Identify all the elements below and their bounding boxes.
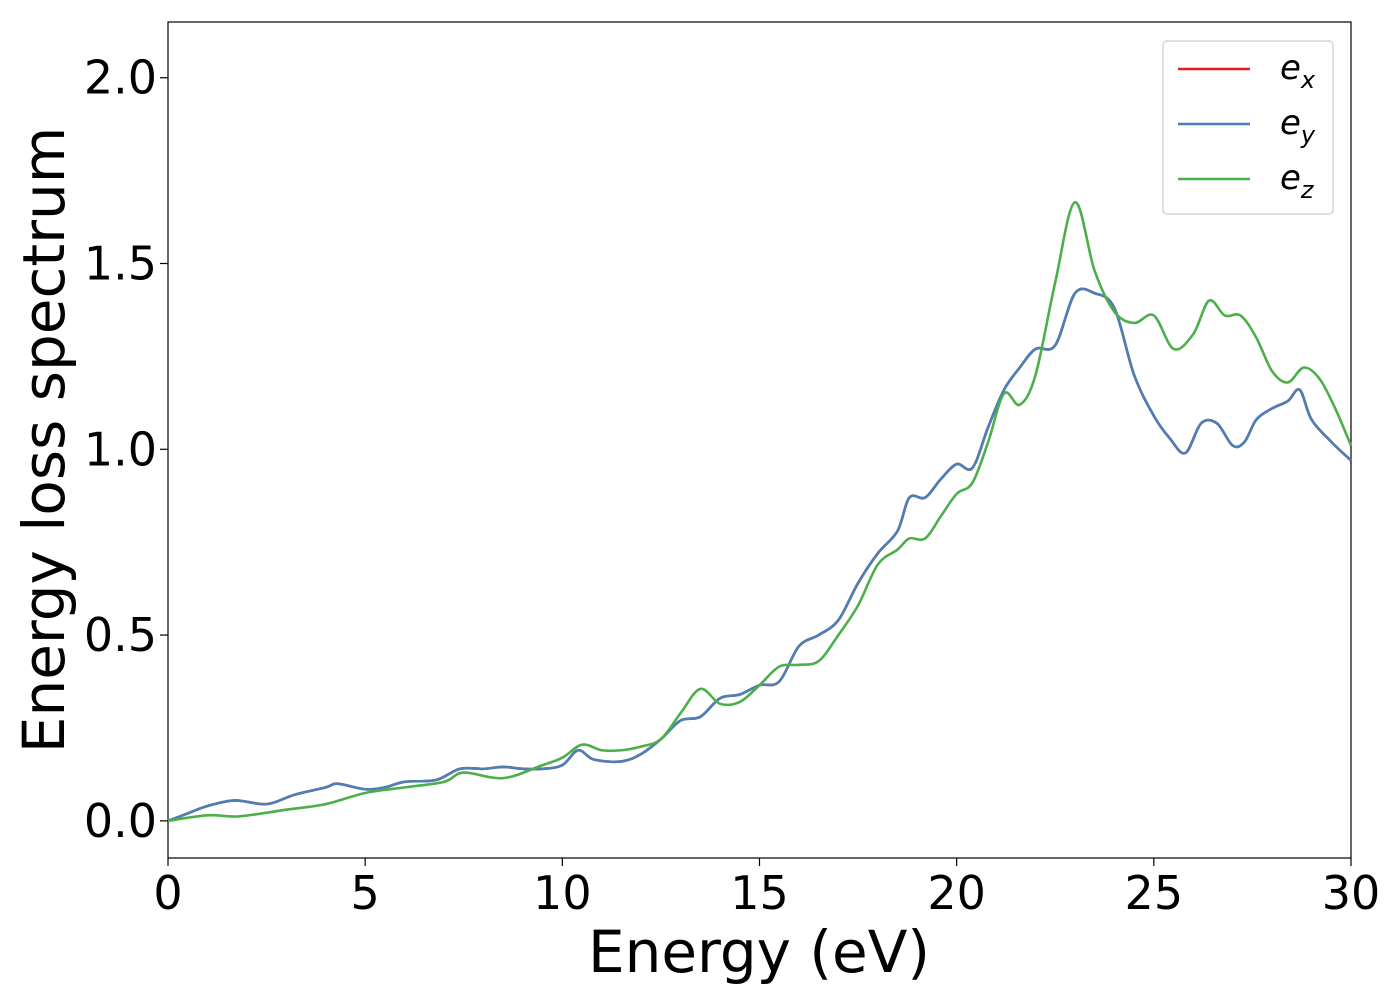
- x-axis-title: Energy (eV): [588, 918, 930, 986]
- y-axis-title: Energy loss spectrum: [10, 127, 78, 753]
- x-tick-label: 10: [533, 866, 592, 920]
- series-layer: [167, 200, 1353, 823]
- x-axis-ticks: 0 5 10 15 20 25 30: [153, 858, 1380, 920]
- x-tick-label: 20: [927, 866, 986, 920]
- legend-label-ez: ez: [1280, 158, 1315, 204]
- y-tick-label: 2.0: [84, 51, 157, 105]
- x-tick-label: 15: [730, 866, 789, 920]
- plot-area: [167, 21, 1352, 859]
- y-axis-ticks: 0.0 0.5 1.0 1.5 2.0: [84, 51, 168, 848]
- y-tick-label: 0.5: [84, 608, 157, 662]
- x-tick-label: 0: [153, 866, 182, 920]
- y-tick-label: 1.0: [84, 422, 157, 476]
- legend-frame: [1162, 40, 1334, 215]
- x-tick-label: 5: [351, 866, 380, 920]
- legend-label-ex: ex: [1280, 48, 1316, 94]
- legend-label-ey: ey: [1280, 103, 1316, 149]
- series-line-ez: [167, 200, 1353, 823]
- x-tick-label: 25: [1125, 866, 1184, 920]
- legend: ex ey ez: [1162, 40, 1334, 215]
- y-tick-label: 1.5: [84, 237, 157, 291]
- x-tick-label: 30: [1322, 866, 1381, 920]
- y-tick-label: 0.0: [84, 794, 157, 848]
- series-line-ey: [167, 287, 1352, 823]
